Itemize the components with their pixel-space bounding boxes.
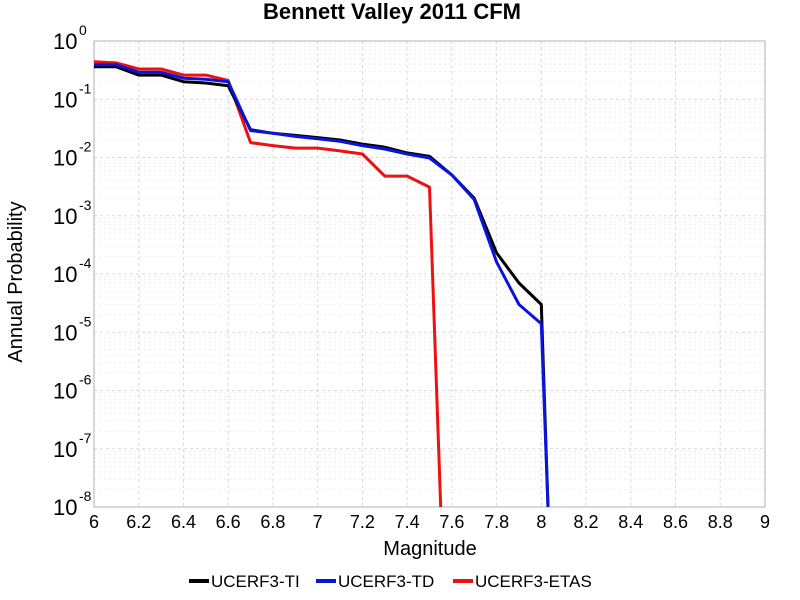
legend-item: UCERF3-TD [316,572,434,591]
y-tick-base: 10 [53,204,77,229]
y-tick-label: 10 -5 [53,313,92,345]
y-tick-base: 10 [53,379,77,404]
x-tick-label: 6 [89,512,99,532]
x-tick-label: 7.2 [350,512,375,532]
y-tick-exponent: -7 [79,430,92,446]
y-tick-label: 10 -8 [53,488,92,520]
x-tick-label: 8.8 [708,512,733,532]
y-tick-exponent: -5 [79,313,92,329]
chart-title: Bennett Valley 2011 CFM [263,0,521,24]
x-tick-label: 8.2 [574,512,599,532]
x-tick-label: 6.2 [126,512,151,532]
x-tick-label: 7 [313,512,323,532]
y-tick-label: 10 -6 [53,372,92,404]
grid [93,40,766,508]
legend-label: UCERF3-TD [338,572,434,591]
legend: UCERF3-TI UCERF3-TD UCERF3-ETAS [189,572,592,591]
x-axis-ticks: 6 6.2 6.4 6.6 6.8 7 7.2 7.4 7.6 7.8 8 8.2 8.4 8.6 8.8 9 [89,512,770,532]
y-tick-label: 10 -3 [53,197,92,229]
legend-label: UCERF3-TI [211,572,300,591]
y-tick-exponent: -8 [79,488,92,504]
plot-area-frame [93,40,766,508]
legend-item: UCERF3-TI [189,572,300,591]
y-tick-exponent: -1 [79,80,92,96]
x-tick-label: 6.6 [216,512,241,532]
y-tick-base: 10 [53,146,77,171]
series-group [94,60,550,507]
x-tick-label: 7.6 [439,512,464,532]
y-tick-label: 10 -7 [53,430,92,462]
y-axis-label: Annual Probability [5,201,27,362]
y-tick-label: 10 -4 [53,255,92,287]
x-tick-label: 6.8 [260,512,285,532]
y-tick-label: 10 -2 [53,139,92,171]
y-tick-exponent: 0 [79,22,87,38]
y-tick-base: 10 [53,437,77,462]
x-tick-label: 8.4 [618,512,643,532]
x-tick-label: 6.4 [171,512,196,532]
y-tick-label: 10 0 [53,22,87,54]
y-tick-base: 10 [53,495,77,520]
x-tick-label: 7.4 [395,512,420,532]
y-tick-exponent: -3 [79,197,92,213]
y-tick-exponent: -6 [79,372,92,388]
y-tick-exponent: -4 [79,255,92,271]
legend-item: UCERF3-ETAS [453,572,592,591]
y-tick-exponent: -2 [79,139,92,155]
y-tick-base: 10 [53,262,77,287]
x-axis-label: Magnitude [383,538,476,560]
series-line-ucerf3-td [94,63,550,507]
series-line-ucerf3-etas [94,60,443,507]
y-tick-base: 10 [53,87,77,112]
y-tick-base: 10 [53,29,77,54]
x-tick-label: 9 [760,512,770,532]
y-tick-label: 10 -1 [53,80,92,112]
y-tick-base: 10 [53,320,77,345]
legend-label: UCERF3-ETAS [475,572,592,591]
x-tick-label: 7.8 [484,512,509,532]
x-tick-label: 8 [536,512,546,532]
x-tick-label: 8.6 [663,512,688,532]
